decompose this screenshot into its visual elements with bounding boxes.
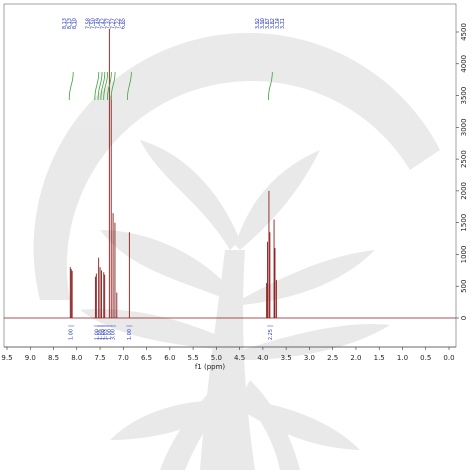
peak-label: 7.42 <box>101 18 107 29</box>
x-tick-label: 4.0 <box>257 354 268 362</box>
x-tick-label: 7.5 <box>94 354 105 362</box>
peak-label: 8.13 <box>62 18 68 29</box>
y-tick-label: 2500 <box>460 150 468 168</box>
y-tick-label: 2000 <box>460 182 468 200</box>
x-tick-label: 3.0 <box>304 354 315 362</box>
peak-label: 8.13 <box>67 18 73 29</box>
x-tick-label: 6.5 <box>141 354 152 362</box>
spectrum-peaks <box>69 28 277 318</box>
integral-value: 1.00 <box>107 329 113 340</box>
x-tick-label: 9.5 <box>1 354 12 362</box>
integral-value: 1.05 <box>98 329 104 340</box>
x-tick-label: 0.0 <box>443 354 454 362</box>
x-tick-label: 3.5 <box>281 354 292 362</box>
integral-value: 1.00 <box>94 329 100 340</box>
x-tick-label: 2.0 <box>350 354 361 362</box>
integral-curve <box>68 71 74 101</box>
integral-curve <box>97 71 103 101</box>
x-axis: 9.5 9.0 8.5 8.0 7.5 7.0 6.5 6.0 5.5 5.0 4.5 4.0 3.5 3… <box>1 346 456 362</box>
y-tick-label: 3000 <box>460 118 468 136</box>
integral-value: 1.00 <box>100 329 106 340</box>
integral-value: 3.00 <box>111 329 117 340</box>
y-tick-label: 4500 <box>460 23 468 41</box>
integral-value: 1.00 <box>69 329 75 340</box>
peak-label: 7.27 <box>111 18 117 29</box>
integral-curve <box>267 71 273 101</box>
integral-curve <box>106 71 112 101</box>
peak-label: 6.85 <box>121 18 127 29</box>
integral-value: 1.00 <box>127 329 133 340</box>
x-tick-label: 4.5 <box>234 354 245 362</box>
peak-label: 8.10 <box>72 18 78 29</box>
y-tick-label: 1500 <box>460 214 468 232</box>
y-tick-label: 4000 <box>460 55 468 73</box>
peak-label: 7.22 <box>116 18 122 29</box>
peak-label: 7.37 <box>106 18 112 29</box>
x-tick-label: 9.0 <box>25 354 36 362</box>
peak-label: 7.49 <box>96 18 102 29</box>
peak-label: 7.58 <box>86 18 92 29</box>
peak-label: 3.90 <box>260 18 266 29</box>
integral-curve <box>103 71 109 101</box>
peak-label-groups: 8.13 8.13 8.10 7.58 7.50 7.49 7.42 7.37 7.27 7.22… <box>62 18 286 29</box>
x-tick-label: 0.5 <box>420 354 431 362</box>
x-tick-label: 1.5 <box>374 354 385 362</box>
x-tick-label: 5.0 <box>211 354 222 362</box>
y-axis: 0 500 1000 1500 2000 2500 3000 3500 4000 4500 <box>456 23 468 320</box>
peak-label: 3.92 <box>255 18 261 29</box>
y-tick-label: 1000 <box>460 246 468 264</box>
x-tick-label: 8.5 <box>48 354 59 362</box>
x-axis-title: f1 (ppm) <box>195 363 226 371</box>
integral-curve <box>100 71 106 101</box>
peak-label: 3.74 <box>275 18 281 29</box>
x-tick-label: 8.0 <box>71 354 82 362</box>
integral-value: 2.25 <box>268 329 274 340</box>
peak-label: 3.71 <box>280 18 286 29</box>
x-tick-label: 5.5 <box>188 354 199 362</box>
watermark-logo <box>33 32 440 470</box>
peak-label: 3.82 <box>270 18 276 29</box>
peak-label: 7.50 <box>91 18 97 29</box>
integral-curves: 1.00 1.001.051.001.031.003.00 1.00 2.25 <box>68 71 274 340</box>
y-tick-label: 3500 <box>460 87 468 105</box>
integral-value: 1.03 <box>103 329 109 340</box>
y-tick-label: 0 <box>460 316 468 320</box>
x-tick-label: 7.0 <box>118 354 129 362</box>
y-tick-label: 500 <box>460 280 468 293</box>
x-tick-label: 2.5 <box>327 354 338 362</box>
x-tick-label: 1.0 <box>397 354 408 362</box>
x-tick-label: 6.0 <box>164 354 175 362</box>
integral-curve <box>126 71 132 101</box>
integral-curve <box>94 71 100 101</box>
integral-curve <box>110 71 116 101</box>
peak-label: 3.87 <box>265 18 271 29</box>
